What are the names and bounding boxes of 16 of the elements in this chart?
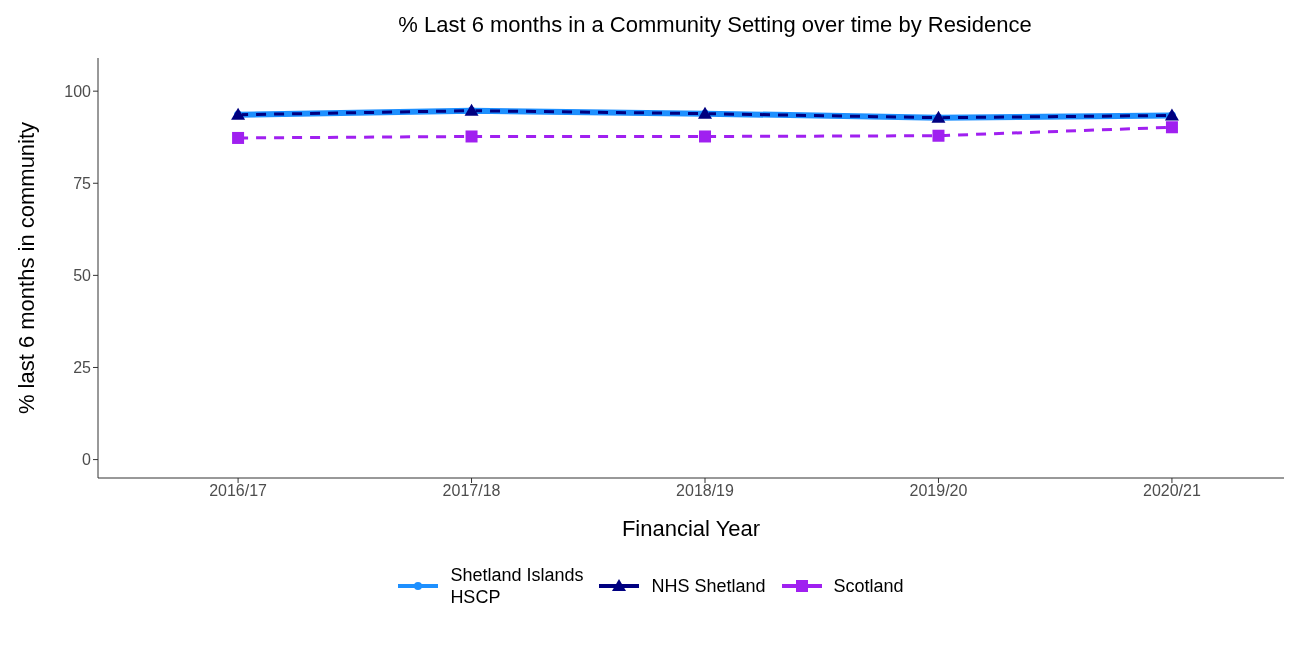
- x-tick-label: 2018/19: [676, 482, 735, 500]
- chart-title: % Last 6 months in a Community Setting over time by Residence: [397, 11, 1033, 39]
- x-tick-label: 2020/21: [1143, 482, 1201, 500]
- x-axis-title: Financial Year: [621, 516, 761, 541]
- x-tick-label: 2019/20: [909, 482, 968, 500]
- y-tick-label: 0: [82, 451, 92, 469]
- legend-label: Scotland: [833, 575, 904, 597]
- y-tick-label: 100: [64, 82, 92, 100]
- y-tick-label: 50: [73, 267, 92, 285]
- legend-label: NHS Shetland: [651, 575, 766, 597]
- y-axis-title: % last 6 months in community: [13, 121, 39, 415]
- x-tick-label: 2016/17: [209, 482, 268, 500]
- x-tick-label: 2017/18: [442, 482, 501, 500]
- y-tick-label: 25: [73, 359, 92, 377]
- y-tick-label: 75: [73, 174, 92, 192]
- legend-label: Shetland Islands HSCP: [450, 564, 584, 608]
